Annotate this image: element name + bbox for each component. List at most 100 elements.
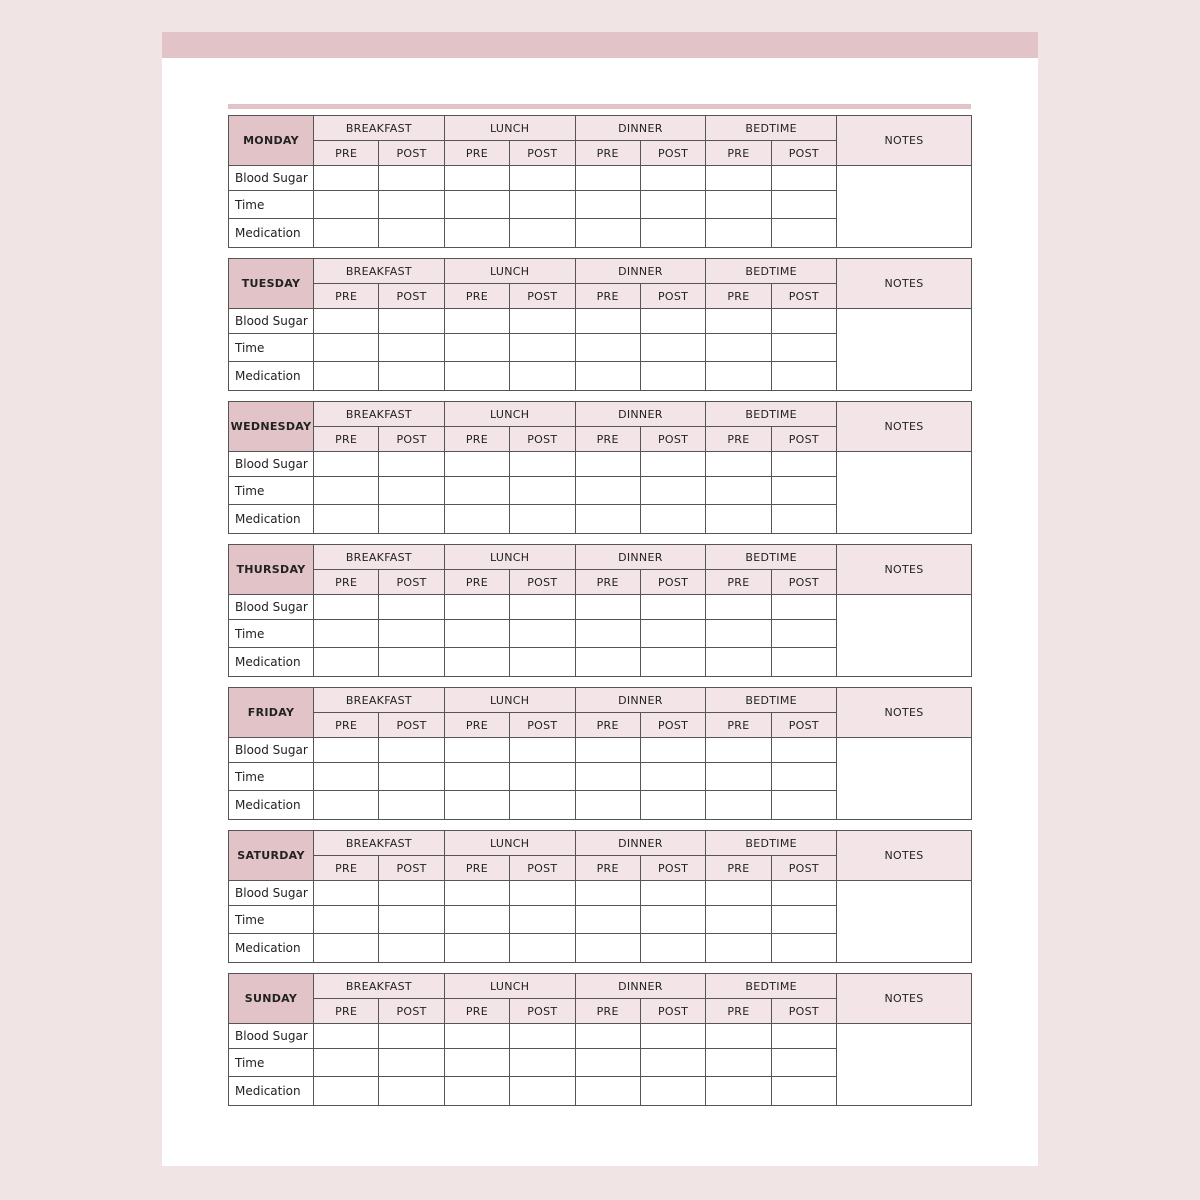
entry-cell[interactable] xyxy=(574,737,641,763)
entry-cell[interactable] xyxy=(509,476,576,505)
entry-cell[interactable] xyxy=(443,905,511,934)
entry-cell[interactable] xyxy=(378,594,445,620)
entry-cell[interactable] xyxy=(705,737,772,763)
entry-cell[interactable] xyxy=(705,1048,772,1077)
entry-cell[interactable] xyxy=(770,647,838,677)
entry-cell[interactable] xyxy=(705,933,772,963)
entry-cell[interactable] xyxy=(574,476,641,505)
entry-cell[interactable] xyxy=(639,451,707,477)
entry-cell[interactable] xyxy=(509,1023,576,1049)
entry-cell[interactable] xyxy=(639,308,707,334)
entry-cell[interactable] xyxy=(509,308,576,334)
entry-cell[interactable] xyxy=(312,1023,380,1049)
entry-cell[interactable] xyxy=(705,880,772,906)
entry-cell[interactable] xyxy=(443,880,511,906)
entry-cell[interactable] xyxy=(574,451,641,477)
entry-cell[interactable] xyxy=(574,647,641,677)
entry-cell[interactable] xyxy=(312,880,380,906)
entry-cell[interactable] xyxy=(509,1076,576,1106)
entry-cell[interactable] xyxy=(378,308,445,334)
entry-cell[interactable] xyxy=(574,361,641,391)
notes-cell[interactable] xyxy=(836,594,973,677)
entry-cell[interactable] xyxy=(639,594,707,620)
entry-cell[interactable] xyxy=(312,333,380,362)
entry-cell[interactable] xyxy=(443,737,511,763)
entry-cell[interactable] xyxy=(639,1048,707,1077)
entry-cell[interactable] xyxy=(574,218,641,248)
entry-cell[interactable] xyxy=(639,476,707,505)
entry-cell[interactable] xyxy=(574,308,641,334)
entry-cell[interactable] xyxy=(509,762,576,791)
entry-cell[interactable] xyxy=(770,880,838,906)
entry-cell[interactable] xyxy=(312,190,380,219)
entry-cell[interactable] xyxy=(509,1048,576,1077)
entry-cell[interactable] xyxy=(378,619,445,648)
entry-cell[interactable] xyxy=(509,165,576,191)
entry-cell[interactable] xyxy=(705,790,772,820)
entry-cell[interactable] xyxy=(639,165,707,191)
entry-cell[interactable] xyxy=(574,165,641,191)
entry-cell[interactable] xyxy=(574,1048,641,1077)
entry-cell[interactable] xyxy=(378,647,445,677)
entry-cell[interactable] xyxy=(639,933,707,963)
entry-cell[interactable] xyxy=(705,476,772,505)
entry-cell[interactable] xyxy=(770,1048,838,1077)
entry-cell[interactable] xyxy=(770,790,838,820)
entry-cell[interactable] xyxy=(639,737,707,763)
entry-cell[interactable] xyxy=(312,647,380,677)
entry-cell[interactable] xyxy=(378,361,445,391)
entry-cell[interactable] xyxy=(770,1076,838,1106)
entry-cell[interactable] xyxy=(770,619,838,648)
entry-cell[interactable] xyxy=(312,737,380,763)
entry-cell[interactable] xyxy=(443,451,511,477)
entry-cell[interactable] xyxy=(378,451,445,477)
entry-cell[interactable] xyxy=(574,504,641,534)
entry-cell[interactable] xyxy=(378,762,445,791)
entry-cell[interactable] xyxy=(770,476,838,505)
entry-cell[interactable] xyxy=(705,594,772,620)
entry-cell[interactable] xyxy=(378,476,445,505)
entry-cell[interactable] xyxy=(378,190,445,219)
entry-cell[interactable] xyxy=(639,880,707,906)
entry-cell[interactable] xyxy=(312,308,380,334)
entry-cell[interactable] xyxy=(509,594,576,620)
entry-cell[interactable] xyxy=(378,1023,445,1049)
entry-cell[interactable] xyxy=(312,504,380,534)
entry-cell[interactable] xyxy=(378,737,445,763)
entry-cell[interactable] xyxy=(378,880,445,906)
entry-cell[interactable] xyxy=(443,476,511,505)
entry-cell[interactable] xyxy=(705,165,772,191)
entry-cell[interactable] xyxy=(770,762,838,791)
entry-cell[interactable] xyxy=(312,619,380,648)
entry-cell[interactable] xyxy=(443,933,511,963)
entry-cell[interactable] xyxy=(639,905,707,934)
entry-cell[interactable] xyxy=(770,308,838,334)
notes-cell[interactable] xyxy=(836,451,973,534)
entry-cell[interactable] xyxy=(639,619,707,648)
entry-cell[interactable] xyxy=(378,1076,445,1106)
entry-cell[interactable] xyxy=(509,619,576,648)
entry-cell[interactable] xyxy=(443,1076,511,1106)
entry-cell[interactable] xyxy=(312,165,380,191)
entry-cell[interactable] xyxy=(312,933,380,963)
entry-cell[interactable] xyxy=(378,218,445,248)
entry-cell[interactable] xyxy=(574,933,641,963)
entry-cell[interactable] xyxy=(312,476,380,505)
entry-cell[interactable] xyxy=(443,333,511,362)
entry-cell[interactable] xyxy=(378,790,445,820)
entry-cell[interactable] xyxy=(378,333,445,362)
entry-cell[interactable] xyxy=(378,905,445,934)
entry-cell[interactable] xyxy=(509,737,576,763)
entry-cell[interactable] xyxy=(639,361,707,391)
entry-cell[interactable] xyxy=(378,933,445,963)
entry-cell[interactable] xyxy=(574,790,641,820)
notes-cell[interactable] xyxy=(836,880,973,963)
entry-cell[interactable] xyxy=(574,190,641,219)
entry-cell[interactable] xyxy=(705,504,772,534)
entry-cell[interactable] xyxy=(509,218,576,248)
entry-cell[interactable] xyxy=(770,190,838,219)
entry-cell[interactable] xyxy=(705,218,772,248)
entry-cell[interactable] xyxy=(705,1023,772,1049)
entry-cell[interactable] xyxy=(443,504,511,534)
entry-cell[interactable] xyxy=(574,1076,641,1106)
